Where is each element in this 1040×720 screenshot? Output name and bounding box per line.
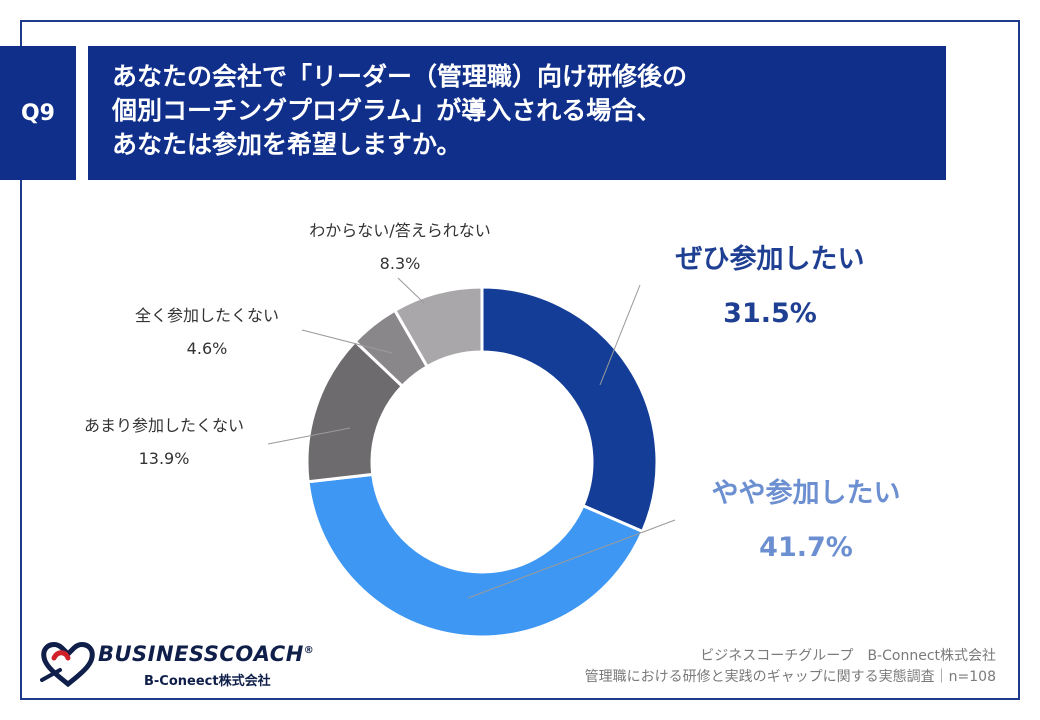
slice-0 (480, 285, 659, 534)
question-line-1: あなたの会社で「リーダー（管理職）向け研修後の (112, 62, 688, 91)
slice-value-1: 41.7% (759, 532, 853, 563)
slice-value-0: 31.5% (723, 298, 817, 329)
logo-registered-mark: ® (303, 645, 315, 656)
source-line-1: ビジネスコーチグループ B-Connect株式会社 (700, 648, 996, 664)
leader-line-4 (397, 277, 425, 304)
slice-1 (306, 472, 645, 639)
source-line-2: 管理職における研修と実践のギャップに関する実態調査｜n=108 (584, 669, 996, 685)
slice-label-2: あまり参加したくない (84, 416, 244, 435)
business-coach-logo: BUSINESSCOACH® B-Coneect株式会社 (40, 640, 330, 690)
logo-subtitle: B-Coneect株式会社 (144, 674, 271, 689)
logo-name: BUSINESSCOACH (98, 642, 304, 666)
slice-label-4: わからない/答えられない (309, 221, 490, 240)
slice-value-4: 8.3% (380, 254, 421, 273)
slice-label-1: やや参加したい (712, 477, 901, 509)
question-line-2: 個別コーチングプログラム」が導入される場合、 (112, 96, 662, 125)
slice-label-0: ぜひ参加したい (676, 243, 865, 275)
card-frame (20, 20, 1020, 700)
logo-wordmark: BUSINESSCOACH® (98, 642, 314, 666)
leader-line-2 (267, 427, 351, 445)
question-number-badge: Q9 (0, 46, 76, 180)
slice-value-2: 13.9% (139, 449, 190, 468)
heart-logo-icon (40, 642, 95, 688)
question-banner: あなたの会社で「リーダー（管理職）向け研修後の 個別コーチングプログラム」が導入… (88, 46, 946, 180)
question-line-3: あなたは参加を希望しますか。 (112, 130, 462, 159)
question-number: Q9 (20, 100, 55, 126)
leader-line-0 (599, 284, 641, 386)
slice-label-3: 全く参加したくない (135, 306, 279, 325)
leader-line-1 (467, 519, 676, 599)
leader-line-3 (301, 329, 393, 354)
slice-value-3: 4.6% (187, 339, 228, 358)
